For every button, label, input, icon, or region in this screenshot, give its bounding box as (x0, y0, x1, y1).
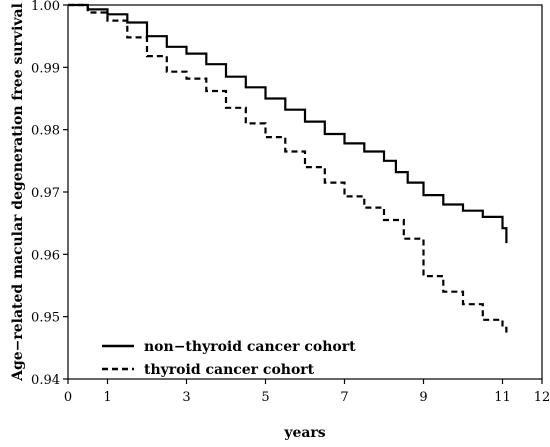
y-tick-label: 0.98 (31, 124, 60, 139)
y-axis: 0.94 0.95 0.96 0.97 0.98 0.99 1.00 (31, 0, 68, 388)
y-tick-label: 0.94 (31, 373, 60, 388)
series-line-thyroid (68, 3, 508, 337)
x-tick-label: 9 (419, 390, 427, 405)
x-axis: 0 1 3 5 7 9 11 12 (64, 379, 550, 405)
y-tick-label: 0.99 (31, 61, 60, 76)
y-tick-label: 0.95 (31, 311, 60, 326)
y-tick-label: 1.00 (31, 0, 60, 14)
legend-label-non-thyroid: non−thyroid cancer cohort (144, 339, 356, 355)
y-tick-label: 0.96 (31, 248, 60, 263)
x-axis-title: years (283, 425, 325, 441)
x-tick-label: 7 (340, 390, 348, 405)
legend: non−thyroid cancer cohort thyroid cancer… (102, 339, 356, 378)
legend-label-thyroid: thyroid cancer cohort (144, 362, 315, 378)
y-axis-title: Age−related macular degeneration free su… (10, 3, 26, 382)
y-tick-label: 0.97 (31, 186, 60, 201)
x-tick-label: 11 (494, 390, 511, 405)
x-tick-label: 5 (261, 390, 269, 405)
series-line-non-thyroid (68, 3, 508, 244)
x-tick-label: 1 (103, 390, 111, 405)
x-tick-label: 12 (534, 390, 550, 405)
x-tick-label: 3 (182, 390, 190, 405)
plot-frame (67, 4, 543, 380)
series-layer (68, 3, 508, 337)
x-tick-label: 0 (64, 390, 72, 405)
